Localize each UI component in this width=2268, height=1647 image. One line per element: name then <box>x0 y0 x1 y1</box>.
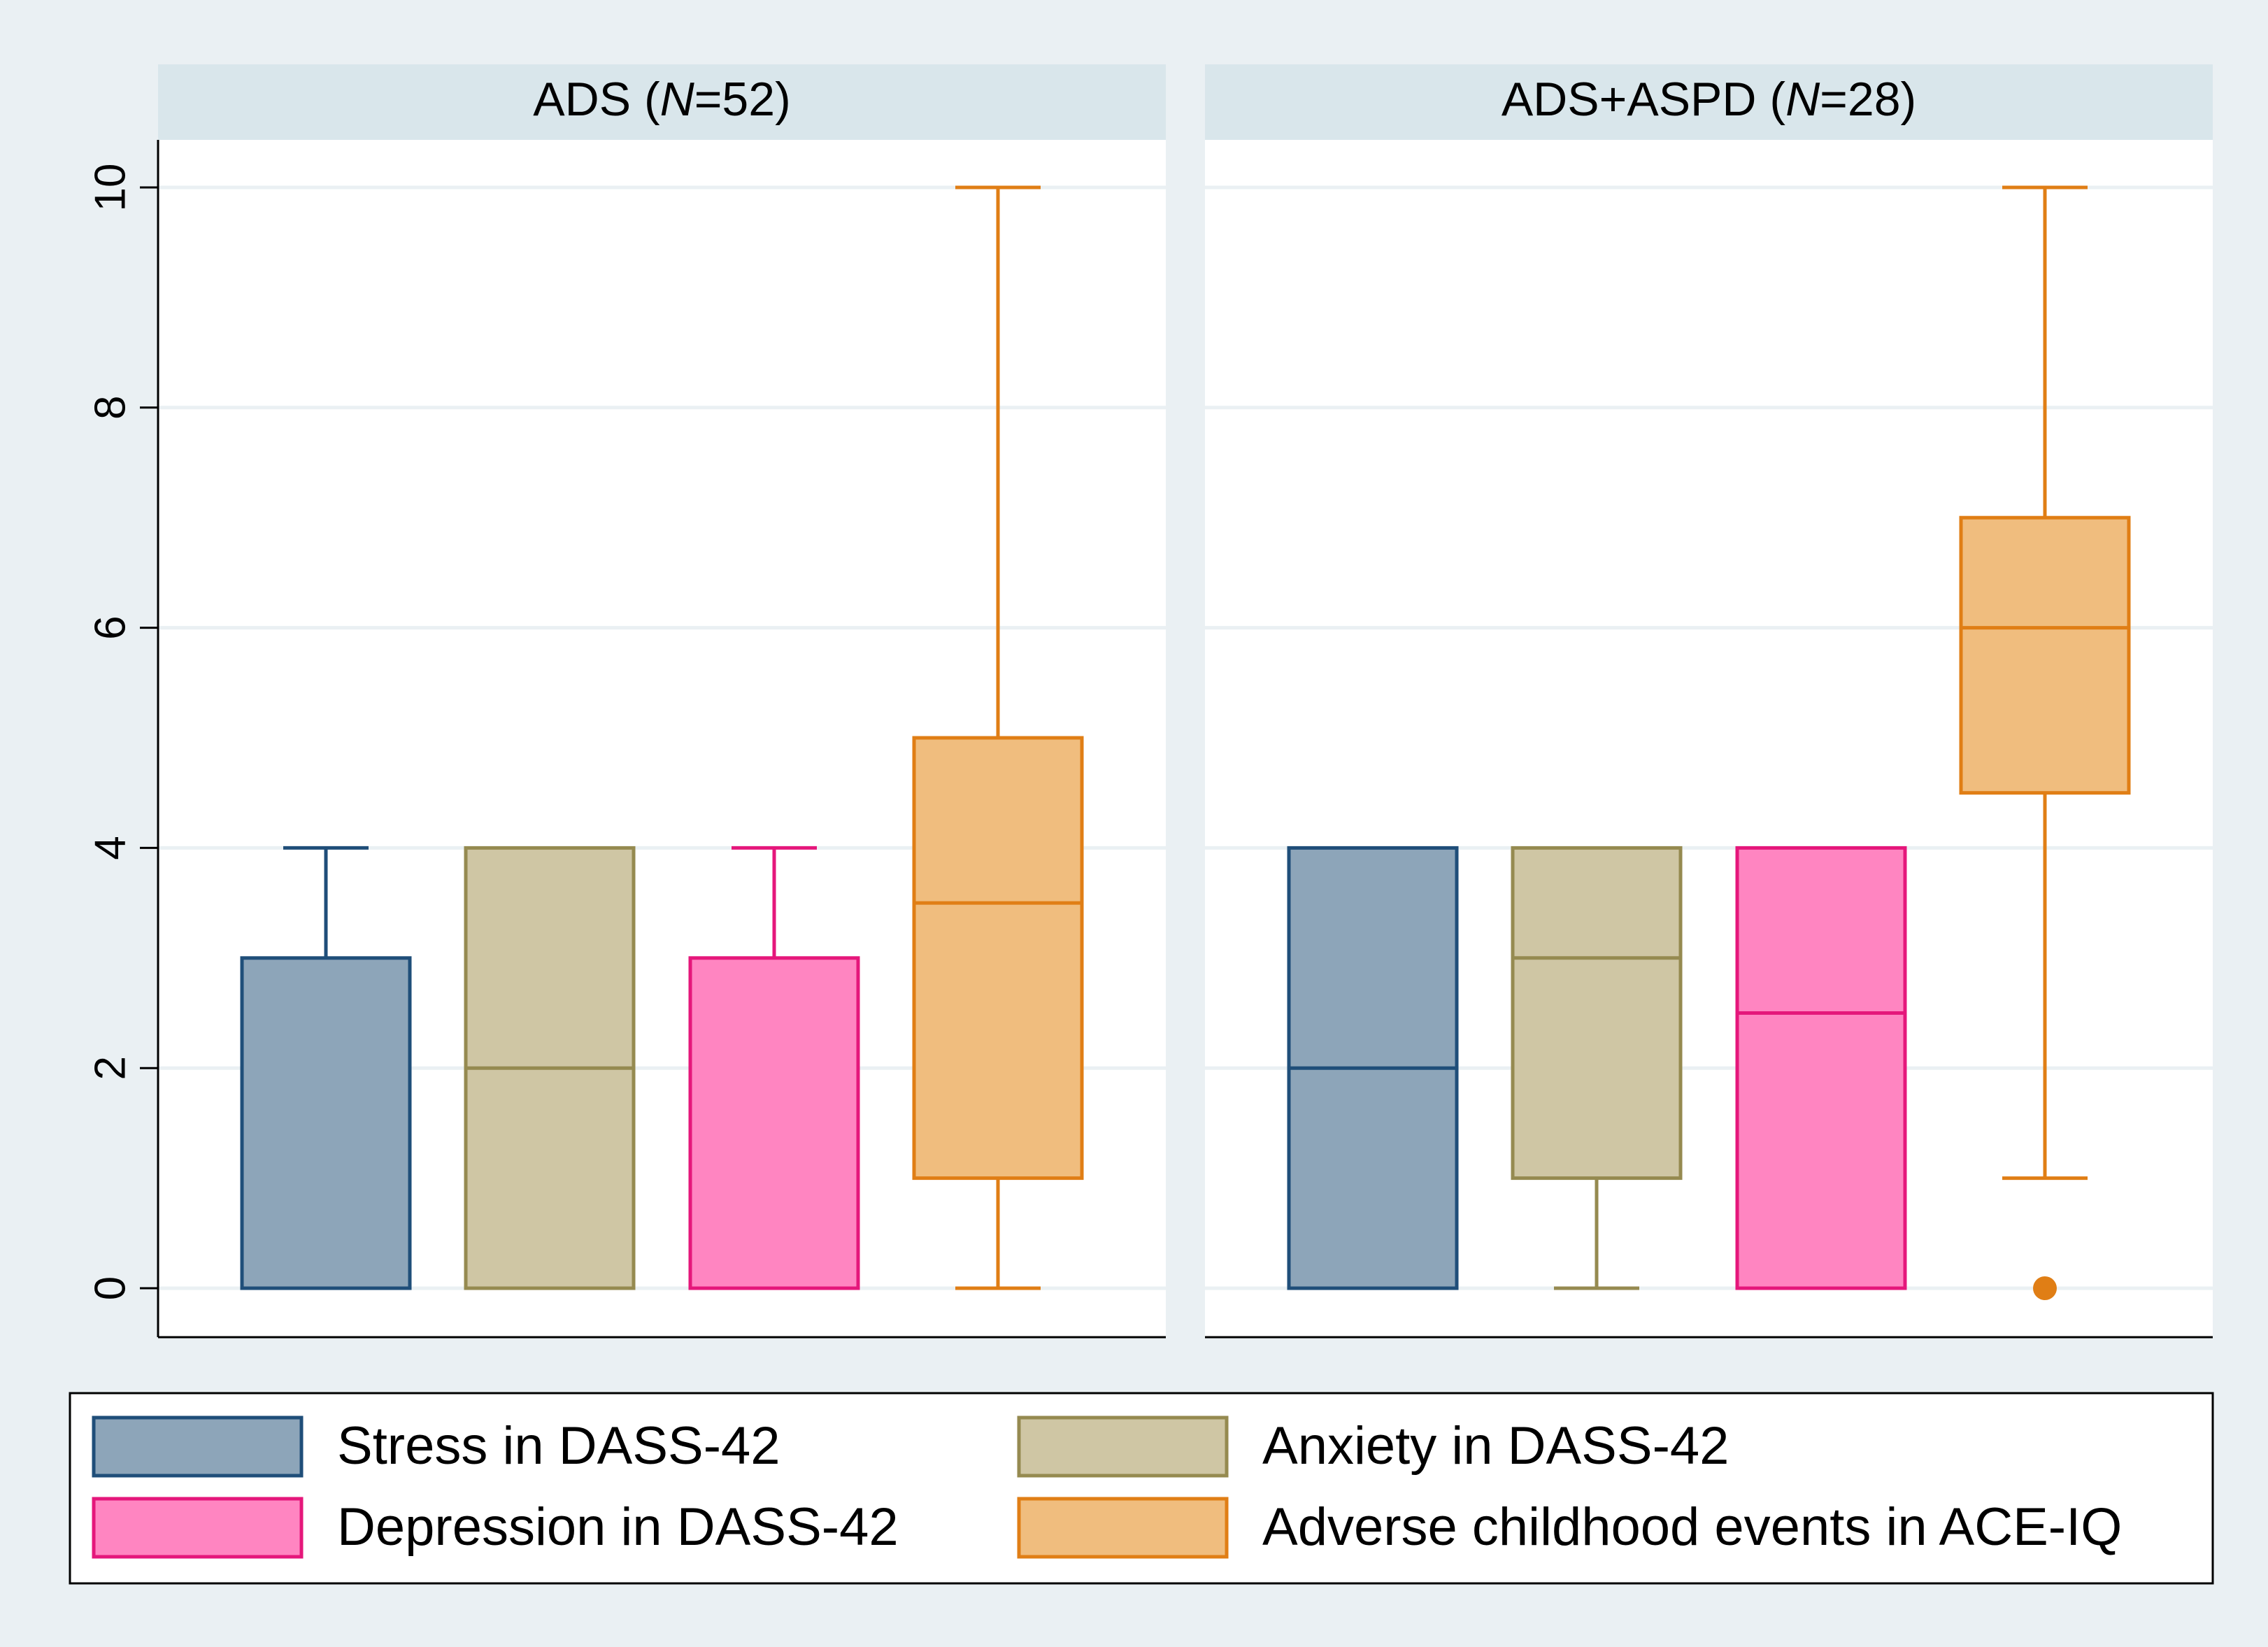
outlier-point <box>2033 1276 2057 1300</box>
y-tick-label: 6 <box>86 615 134 639</box>
panel-title-n: N <box>1785 73 1820 126</box>
box-iqr <box>1959 515 2131 795</box>
y-tick-label: 0 <box>86 1276 134 1300</box>
legend-swatch <box>1017 1497 1229 1559</box>
box-iqr <box>1511 846 1683 1181</box>
y-tick-label: 10 <box>86 164 134 212</box>
legend-swatch <box>92 1416 304 1478</box>
panel-title: ADS+ASPD (N=28) <box>1502 73 1916 126</box>
panel-header <box>158 64 1166 140</box>
y-tick-label: 8 <box>86 396 134 420</box>
panel-title-n-value: =52 <box>694 73 775 126</box>
panel-header <box>1205 64 2213 140</box>
box-3 <box>912 185 1084 1290</box>
legend-label: Depression in DASS-42 <box>337 1497 899 1557</box>
panel-title-suffix: ) <box>775 73 791 126</box>
legend-label: Adverse childhood events in ACE-IQ <box>1262 1497 2122 1557</box>
panel-title-n-value: =28 <box>1820 73 1900 126</box>
legend-swatch <box>92 1497 304 1559</box>
panel-title-prefix: ADS ( <box>533 73 660 126</box>
legend-label: Anxiety in DASS-42 <box>1262 1416 1729 1476</box>
panel-title-suffix: ) <box>1901 73 1917 126</box>
panels-layer: ADS (N=52) ADS+ASPD (N=28) <box>158 64 2213 1339</box>
panel-ads: ADS (N=52) <box>158 64 1166 1339</box>
legend-item: Depression in DASS-42 <box>92 1497 899 1559</box>
legend: Stress in DASS-42 Anxiety in DASS-42 Depre… <box>69 1392 2214 1585</box>
legend-item: Anxiety in DASS-42 <box>1017 1416 1729 1478</box>
box-0 <box>1287 846 1459 1290</box>
box-iqr <box>688 956 860 1290</box>
legend-swatch <box>1017 1416 1229 1478</box>
y-axis: 0 2 4 6 8 10 <box>86 140 159 1337</box>
box-2 <box>1735 846 1907 1290</box>
box-1 <box>464 846 636 1290</box>
box-2 <box>688 846 860 1290</box>
legend-label: Stress in DASS-42 <box>337 1416 780 1476</box>
panel-title-n: N <box>660 73 695 126</box>
box-iqr <box>912 736 1084 1181</box>
legend-item: Stress in DASS-42 <box>92 1416 780 1478</box>
panel-title-prefix: ADS+ASPD ( <box>1502 73 1786 126</box>
y-tick-label: 2 <box>86 1056 134 1080</box>
box-iqr <box>240 956 412 1290</box>
box-iqr <box>1735 846 1907 1290</box>
panel-ads-aspd: ADS+ASPD (N=28) <box>1205 64 2213 1339</box>
y-tick-label: 4 <box>86 836 134 860</box>
box-0 <box>240 846 412 1290</box>
panel-title: ADS (N=52) <box>533 73 790 126</box>
box-1 <box>1511 846 1683 1290</box>
box-3 <box>1959 185 2131 1300</box>
legend-item: Adverse childhood events in ACE-IQ <box>1017 1497 2122 1559</box>
